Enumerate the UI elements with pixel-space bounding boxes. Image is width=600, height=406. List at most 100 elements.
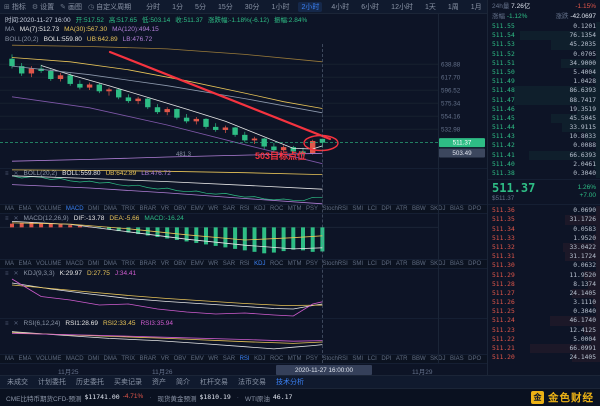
indicator-tab[interactable]: ATR: [395, 356, 408, 362]
period-tab[interactable]: 1小时: [271, 3, 290, 11]
indicator-tab[interactable]: MACD: [65, 206, 84, 212]
bottom-tab[interactable]: 法币交易: [238, 379, 266, 386]
ask-row[interactable]: 511.46 19.3519: [488, 104, 600, 114]
indicator-tab[interactable]: VR: [160, 206, 170, 212]
indicator-tab[interactable]: DMI: [88, 356, 100, 362]
ask-row[interactable]: 511.48 86.6393: [488, 86, 600, 96]
bid-row[interactable]: 511.34 0.0583: [488, 224, 600, 234]
period-tab[interactable]: 6小时: [361, 3, 380, 11]
ask-row[interactable]: 511.40 2.0461: [488, 159, 600, 169]
indicator-tab[interactable]: StochRSI: [322, 356, 348, 362]
jinse-logo[interactable]: 金 金色财经: [531, 390, 594, 405]
indicator-tab[interactable]: WR: [208, 206, 219, 212]
bottom-tab[interactable]: 计划委托: [38, 379, 66, 386]
indicator-tab[interactable]: VOLUME: [36, 261, 62, 267]
indicator-tab[interactable]: SAR: [222, 356, 236, 362]
indicator-tab[interactable]: DPI: [381, 261, 392, 267]
close-icon[interactable]: ✕: [13, 321, 19, 327]
indicator-tab[interactable]: PSY: [305, 356, 318, 362]
indicator-tab[interactable]: KDJ: [254, 356, 266, 362]
indicator-tab[interactable]: EMV: [190, 356, 204, 362]
indicator-tab[interactable]: EMV: [190, 206, 204, 212]
period-tab[interactable]: 5分: [195, 3, 206, 11]
bottom-tab[interactable]: 历史委托: [76, 379, 104, 386]
bid-row[interactable]: 511.27 24.1405: [488, 288, 600, 299]
indicator-tab[interactable]: DMA: [103, 206, 117, 212]
indicator-tab[interactable]: OBV: [173, 356, 187, 362]
bottom-tab[interactable]: 未成交: [7, 379, 28, 386]
indicator-tab[interactable]: TRIX: [121, 356, 136, 362]
drag-handle-icon[interactable]: ≡: [5, 320, 9, 327]
ask-row[interactable]: 511.38 0.3040: [488, 169, 600, 179]
period-tab[interactable]: 12小时: [391, 3, 413, 11]
indicator-tab[interactable]: BRAR: [139, 356, 157, 362]
ask-row[interactable]: 511.49 1.0428: [488, 77, 600, 87]
bid-row[interactable]: 511.26 3.1110: [488, 298, 600, 308]
indicator-tab[interactable]: VR: [160, 261, 170, 267]
settings-button[interactable]: ⚙ 设置: [32, 2, 54, 12]
bid-row[interactable]: 511.35 31.1726: [488, 215, 600, 225]
indicator-tab[interactable]: ROC: [269, 356, 284, 362]
indicators-button[interactable]: ⊞ 指标: [4, 2, 26, 12]
indicator-tab[interactable]: DPI: [381, 356, 392, 362]
indicator-tab[interactable]: MACD: [65, 356, 84, 362]
bottom-tab[interactable]: 资产: [152, 379, 166, 386]
indicator-tab[interactable]: MTM: [287, 206, 302, 212]
indicator-tab[interactable]: PSY: [305, 206, 318, 212]
indicator-tab[interactable]: EMA: [18, 206, 32, 212]
rsi-panel[interactable]: ≡ ✕ RSI(6,12,24) RSI1:28.69 RSI2:33.45 RSI3:3…: [0, 318, 487, 354]
indicator-tab[interactable]: RSI: [239, 206, 250, 212]
close-icon[interactable]: ✕: [13, 216, 19, 222]
indicator-tab[interactable]: DMI: [88, 206, 100, 212]
indicator-tab[interactable]: DMA: [103, 356, 117, 362]
indicator-tab[interactable]: MTM: [287, 356, 302, 362]
indicator-tab[interactable]: BBW: [411, 356, 426, 362]
ask-row[interactable]: 511.41 66.6393: [488, 150, 600, 160]
bid-row[interactable]: 511.24 46.1740: [488, 316, 600, 326]
bottom-tab[interactable]: 简介: [176, 379, 190, 386]
bottom-tab[interactable]: 杠杆交易: [200, 379, 228, 386]
indicator-tab[interactable]: SKDJ: [430, 356, 445, 362]
indicator-tab[interactable]: OBV: [173, 261, 187, 267]
bid-row[interactable]: 511.22 5.0004: [488, 334, 600, 344]
indicator-tab[interactable]: ROC: [269, 261, 284, 267]
indicator-tab[interactable]: BRAR: [139, 261, 157, 267]
indicator-tab[interactable]: BIAS: [449, 356, 464, 362]
indicator-tab[interactable]: SKDJ: [430, 206, 445, 212]
indicator-tab[interactable]: DMA: [103, 261, 117, 267]
indicator-tab[interactable]: EMA: [18, 261, 32, 267]
period-tab[interactable]: 30分: [244, 3, 260, 11]
ask-row[interactable]: 511.44 33.9115: [488, 123, 600, 133]
bid-row[interactable]: 511.31 31.1724: [488, 252, 600, 262]
drag-handle-icon[interactable]: ≡: [5, 270, 9, 277]
indicator-tab[interactable]: OBV: [173, 206, 187, 212]
indicator-tab[interactable]: ATR: [395, 206, 408, 212]
ask-row[interactable]: 511.51 34.9000: [488, 58, 600, 68]
macd-panel[interactable]: ≡ ✕ MACD(12,26,9) DIF:-13.78 DEA:-5.66 MACD:-…: [0, 213, 487, 259]
bid-row[interactable]: 511.21 66.0991: [488, 344, 600, 354]
bid-row[interactable]: 511.30 0.0632: [488, 261, 600, 271]
period-tab[interactable]: 15分: [217, 3, 233, 11]
indicator-tab[interactable]: BBW: [411, 261, 426, 267]
indicator-tab[interactable]: SMI: [352, 356, 364, 362]
indicator-tab[interactable]: LCI: [367, 206, 377, 212]
bottom-tab[interactable]: 买卖记录: [114, 379, 142, 386]
bid-row[interactable]: 511.20 24.1405: [488, 353, 600, 363]
indicator-tab[interactable]: SKDJ: [430, 261, 445, 267]
ask-row[interactable]: 511.42 0.0088: [488, 141, 600, 151]
period-tab[interactable]: 1周: [447, 3, 459, 11]
drag-handle-icon[interactable]: ≡: [5, 215, 9, 222]
indicator-tab[interactable]: SAR: [222, 261, 236, 267]
period-tab[interactable]: 1月: [470, 3, 482, 11]
indicator-tab[interactable]: VR: [160, 356, 170, 362]
indicator-tab[interactable]: EMA: [18, 356, 32, 362]
indicator-tab[interactable]: RSI: [239, 261, 250, 267]
custom-period-button[interactable]: ◷ 自定义周期: [88, 2, 131, 12]
bid-row[interactable]: 511.29 11.9520: [488, 270, 600, 280]
ask-row[interactable]: 511.43 10.8033: [488, 132, 600, 142]
indicator-tab[interactable]: SMI: [352, 261, 364, 267]
bid-row[interactable]: 511.23 12.4125: [488, 325, 600, 335]
indicator-tab[interactable]: BIAS: [449, 206, 464, 212]
ask-row[interactable]: 511.47 88.7417: [488, 95, 600, 105]
period-tab[interactable]: 分时: [146, 3, 161, 11]
